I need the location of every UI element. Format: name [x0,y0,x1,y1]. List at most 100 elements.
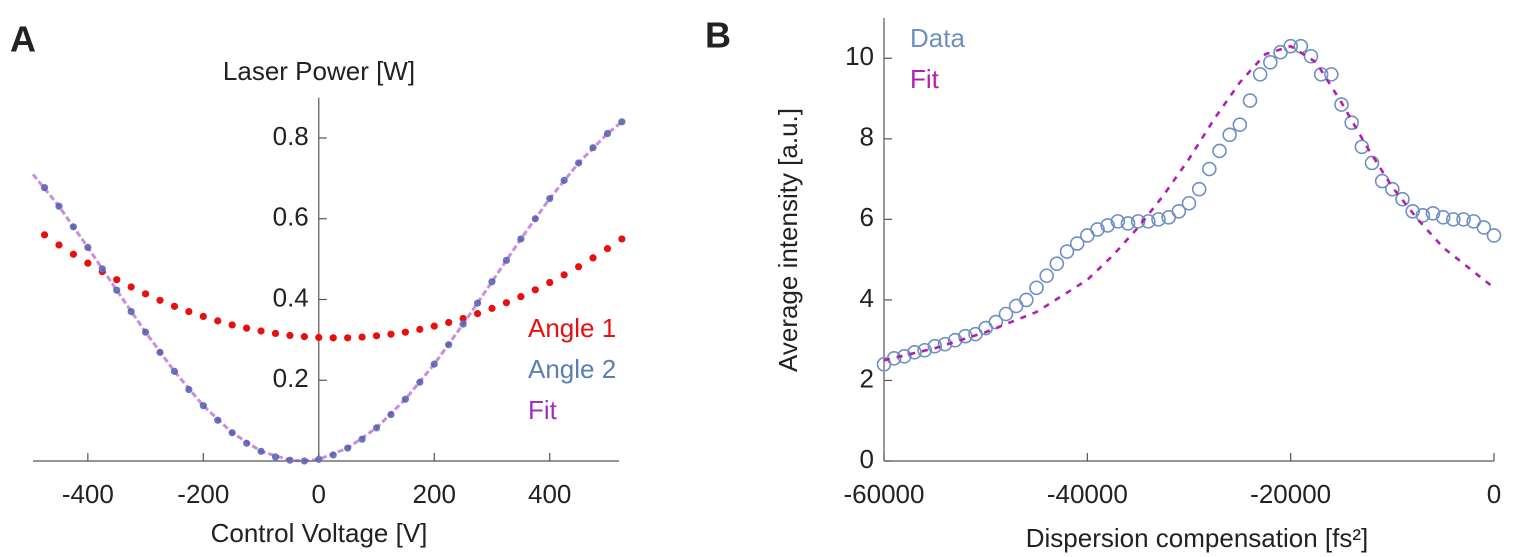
x-tick-label: 0 [312,479,326,509]
data-point [300,333,308,341]
legend-entry: Fit [910,64,940,94]
data-point [445,318,453,327]
data-point [1090,222,1105,237]
data-point [387,330,395,338]
data-point [1425,206,1441,221]
data-point [315,333,323,342]
y-tick-label: 2 [860,363,874,393]
x-tick-label: -20000 [1250,479,1331,509]
x-tick-label: -40000 [1047,479,1128,509]
data-point [927,338,943,354]
data-point [1120,216,1136,231]
data-point [473,310,482,318]
x-axis-label: Dispersion compensation [fs²] [1026,523,1368,553]
data-point [917,342,932,358]
data-point [589,254,597,262]
data-point [1344,115,1359,131]
x-tick-label: 400 [528,479,571,509]
x-axis-label: Control Voltage [V] [211,518,428,548]
data-point [84,259,92,267]
data-point [1181,195,1197,211]
data-point [430,322,438,330]
data-point [1069,236,1085,251]
y-tick-label: 0.8 [273,121,309,151]
y-tick-label: 4 [860,283,874,313]
data-point [1324,67,1339,82]
data-point [1252,67,1268,82]
data-point [329,334,337,342]
data-point [1456,212,1471,227]
data-point [401,328,409,336]
data-point [271,329,280,338]
data-point [40,231,49,239]
data-point [1222,127,1237,143]
data-point [1435,210,1451,225]
y-tick-label: 8 [860,122,874,152]
data-point [1486,228,1502,243]
data-point [156,296,164,304]
data-point [1242,93,1258,108]
legend-entry: Fit [528,395,558,425]
legend-entry: Angle 2 [528,354,616,384]
data-point [416,325,424,333]
data-point [1334,97,1349,112]
data-point [1110,214,1126,229]
data-point [1293,38,1309,54]
data-point [185,308,193,316]
y-tick-label: 0.6 [273,202,309,232]
data-point [546,278,554,287]
data-point [1385,181,1400,197]
legend-entry: Data [910,23,965,53]
x-tick-label: 0 [1487,479,1501,509]
chart: A Laser Power [W] Control Voltage [V] -400 -… [10,19,626,548]
data-point [1303,48,1319,64]
legend-entry: Angle 1 [528,313,616,343]
data-point [488,304,496,312]
panel-label: B [705,15,731,56]
x-tick-label: -400 [62,479,114,509]
data-point [502,299,511,307]
data-point [1313,67,1329,82]
data-point [1263,54,1278,70]
data-point [988,314,1004,330]
data-point [141,290,150,298]
data-point [1049,256,1065,271]
data-point [1039,268,1054,284]
data-point [257,327,265,335]
panel-label: A [10,19,36,60]
data-point [199,312,207,321]
data-point [907,344,922,360]
data-point [517,293,525,301]
data-point [603,245,612,253]
fit-line [31,120,623,463]
data-point [1151,212,1166,227]
data-point [315,455,323,463]
data-point [1476,220,1492,235]
data-point [1019,292,1034,308]
data-point [1415,208,1431,223]
data-point [1130,214,1146,229]
data-point [1029,280,1044,296]
data-point [113,276,121,284]
data-point [1202,161,1217,177]
data-point [344,334,352,342]
data-point [1171,204,1187,219]
x-tick-label: -60000 [844,479,925,509]
data-point [1059,244,1075,259]
y-tick-label: 6 [860,202,874,232]
chart: B Average intensity [a.u.] Dispersion comp… [705,15,1502,553]
data-point [574,263,583,271]
data-point [1232,117,1248,133]
data-point [228,321,236,329]
data-point [55,241,63,249]
data-point [372,332,381,340]
data-point [358,333,366,341]
data-point [531,286,539,294]
data-point [1446,212,1461,227]
data-point [998,306,1014,322]
y-tick-label: 10 [845,41,874,71]
data-point [618,235,626,243]
data-point [170,302,179,310]
data-point [1100,218,1115,233]
